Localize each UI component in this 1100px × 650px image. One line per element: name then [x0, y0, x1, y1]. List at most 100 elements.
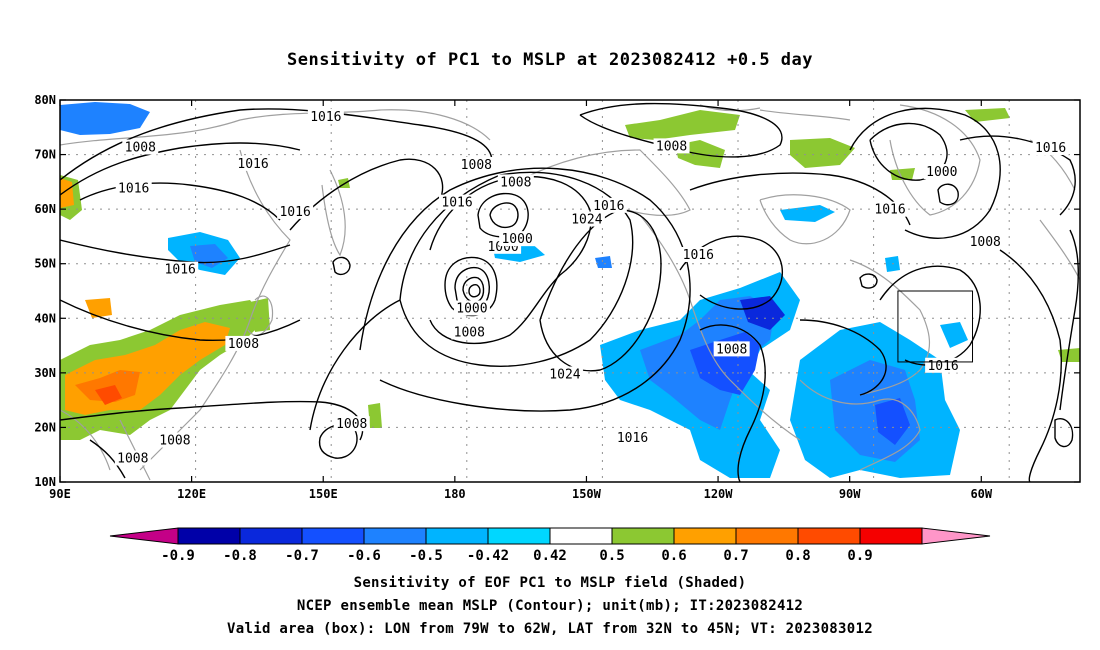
contour-label: 1016: [118, 181, 149, 196]
colorbar-tick-label: -0.8: [223, 548, 257, 564]
contour-label: 1016: [279, 205, 310, 220]
contour-label: 1008: [656, 139, 687, 154]
contour-label-bg: [122, 139, 159, 155]
colorbar-tick-label: -0.9: [161, 548, 195, 564]
contour-1008-china: [60, 299, 301, 342]
pos-region-atlantic: [1058, 348, 1080, 362]
contour-label-bg: [235, 155, 272, 171]
page-title: Sensitivity of PC1 to MSLP at 2023082412…: [286, 50, 813, 70]
contour-label-bg: [115, 180, 152, 196]
lat-label: 60N: [34, 202, 56, 216]
colorbar-box: [797, 527, 861, 545]
contour-small-5: [937, 183, 959, 206]
contour-1016-east-2: [999, 249, 1062, 482]
lat-label: 50N: [34, 257, 56, 271]
colorbar-end-left: [109, 527, 179, 545]
contour-label-bg: [333, 416, 370, 432]
contour-label: 1000: [926, 165, 957, 180]
pos-region-arctic-4: [965, 108, 1010, 122]
contour-label: 1008: [125, 140, 156, 155]
contour-1008-north: [60, 142, 301, 196]
lon-label: 90E: [49, 487, 71, 501]
colorbar-box: [487, 527, 551, 545]
contour-label-bg: [653, 138, 690, 154]
contour-label: 1016: [1035, 141, 1066, 156]
contour-label: 1016: [593, 199, 624, 214]
contour-1008-arctic: [579, 102, 783, 158]
pos-region-china-3: [75, 370, 140, 402]
contour-label-bg: [967, 233, 1004, 249]
contour-label: 1016: [310, 110, 341, 125]
colorbar-box: [363, 527, 427, 545]
contour-label: 1008: [500, 175, 531, 190]
colorbar-box: [425, 527, 489, 545]
footer-line-1: Sensitivity of EOF PC1 to MSLP field (Sh…: [353, 575, 747, 591]
contour-label-bg: [713, 341, 750, 357]
contour-label-bg: [1032, 140, 1069, 156]
contour-small-4: [859, 273, 878, 289]
contour-label-bg: [923, 164, 960, 180]
contour-1000-green: [869, 122, 948, 181]
colorbar-box: [177, 527, 241, 545]
contour-label: 1016: [237, 157, 268, 172]
neg-region-bering: [595, 256, 612, 268]
contour-1016-gulf: [799, 319, 887, 396]
contour-label-bg: [872, 201, 909, 217]
lon-label: 120W: [704, 487, 734, 501]
colorbar-tick-label: 0.42: [533, 548, 567, 564]
map-frame-group: 1016 1008 1016 1016 1016 1016 1008 1008 1008 1008…: [60, 100, 1080, 482]
coast-hudson: [759, 194, 851, 245]
contour-label: 1016: [617, 431, 648, 446]
coast-na-east: [849, 259, 931, 396]
contour-label: 1008: [461, 158, 492, 173]
colorbar-tick-label: 0.5: [599, 548, 624, 564]
contour-label-bg: [590, 197, 627, 213]
coast-japan: [247, 295, 274, 336]
grid-lines: [60, 100, 1080, 482]
lat-label: 10N: [34, 475, 56, 489]
contour-1016-atl: [959, 135, 1076, 216]
footer-line-3: Valid area (box): LON from 79W to 62W, L…: [227, 621, 873, 637]
contour-1016-japan: [289, 158, 444, 231]
contour-label: 1016: [683, 248, 714, 263]
contour-low-inner-2: [468, 284, 481, 298]
colorbar-box: [735, 527, 799, 545]
coast-se-asia: [60, 409, 151, 481]
contour-1008-pac: [429, 175, 592, 345]
contour-label-bg: [458, 156, 495, 172]
contour-right-edge: [1059, 229, 1079, 411]
contour-label-bg: [277, 203, 314, 219]
neg-region-gulf-3: [875, 398, 910, 445]
colorbar-box: [673, 527, 737, 545]
contour-label-bg: [680, 246, 717, 262]
contour-1008-se: [89, 439, 126, 479]
contour-label-bg: [114, 450, 151, 466]
contour-label: 1016: [874, 203, 905, 218]
pos-region-china-4: [95, 385, 122, 405]
contour-label: 1008: [228, 337, 259, 352]
neg-region-west-us-4: [740, 296, 785, 330]
contour-1008-south: [60, 400, 364, 441]
contour-small-1: [1054, 418, 1074, 448]
colorbar-tick-label: -0.7: [285, 548, 319, 564]
coast-alaska: [519, 149, 691, 217]
contour-1000-upper: [477, 192, 529, 238]
lon-label: 150E: [309, 487, 338, 501]
contour-label: 1008: [454, 325, 485, 340]
contour-label-bg: [225, 335, 262, 351]
contour-label: 1024: [549, 367, 580, 382]
contour-label: 1008: [716, 342, 747, 357]
pos-region-pacific: [368, 403, 382, 428]
colorbar: [109, 527, 991, 545]
contour-label-bg: [307, 108, 344, 124]
colorbar-box: [611, 527, 675, 545]
contour-label: 1008: [970, 235, 1001, 250]
colorbar-tick-label: -0.42: [467, 548, 509, 564]
colorbar-tick-label: -0.5: [409, 548, 443, 564]
lat-label: 70N: [34, 148, 56, 162]
colorbar-box: [549, 527, 613, 545]
contour-small-3: [332, 256, 351, 276]
pos-region-arctic-1: [625, 110, 740, 140]
pos-region-arctic-3: [790, 138, 855, 168]
pos-region-siberia-w-core: [60, 178, 74, 208]
